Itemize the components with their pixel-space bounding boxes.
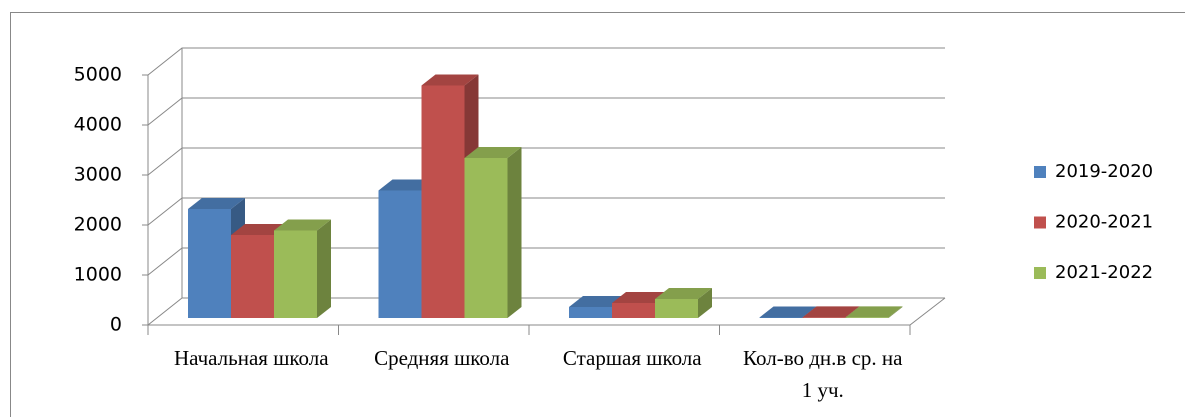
y-tick-label: 5000 [74,64,122,86]
y-tick-label: 4000 [74,114,122,136]
x-tick-label: Средняя школа [374,346,510,370]
grid-line [147,247,945,276]
bar-top [231,224,288,235]
bar-top [802,306,860,318]
grid-line [147,197,945,226]
chart-frame [10,12,1185,417]
legend-swatch [1034,267,1046,279]
bar-front [421,85,465,318]
bar-front [569,307,612,318]
bar-top [188,198,245,209]
bar-side [888,306,903,318]
bar-top [464,147,522,158]
grid-line [147,97,945,126]
y-tick-label: 1000 [74,264,122,286]
bar-top [655,288,712,299]
bar-front [188,209,231,318]
bar-top [759,306,817,318]
bar-front [274,230,317,318]
bar-front [464,158,508,318]
bar-top [378,179,436,191]
y-tick-label: 3000 [74,164,122,186]
bar-front [845,317,889,318]
bar-top [421,74,479,86]
legend-label: 2020-2021 [1055,212,1153,233]
bar [464,147,522,318]
legend-label: 2021-2022 [1055,262,1153,283]
bar-front [231,235,274,318]
x-tick-label: Начальная школа [173,346,329,370]
legend-label: 2019-2020 [1055,161,1153,182]
grid-line [147,147,945,176]
legend-swatch [1034,166,1046,178]
y-tick-label: 0 [110,314,122,336]
bar-front [612,303,655,318]
bar-top [274,219,331,231]
bar [655,288,712,318]
bar-front [759,317,803,318]
x-tick-label: Кол-во дн.в ср. на 1 уч. [743,346,903,402]
bar-front [802,317,846,318]
bar-side [317,219,331,318]
bar-front [378,190,422,318]
x-tick-label: Старшая школа [562,346,702,370]
bar-side [698,288,712,318]
bar-front [655,299,698,318]
y-tick-label: 2000 [74,214,122,236]
bar-top [612,292,669,303]
legend-swatch [1034,216,1046,229]
grid-line [147,47,945,76]
bar-top [845,306,903,318]
bar [845,306,903,318]
bar [274,219,331,318]
bar-top [569,296,626,307]
bar-side [507,147,522,318]
